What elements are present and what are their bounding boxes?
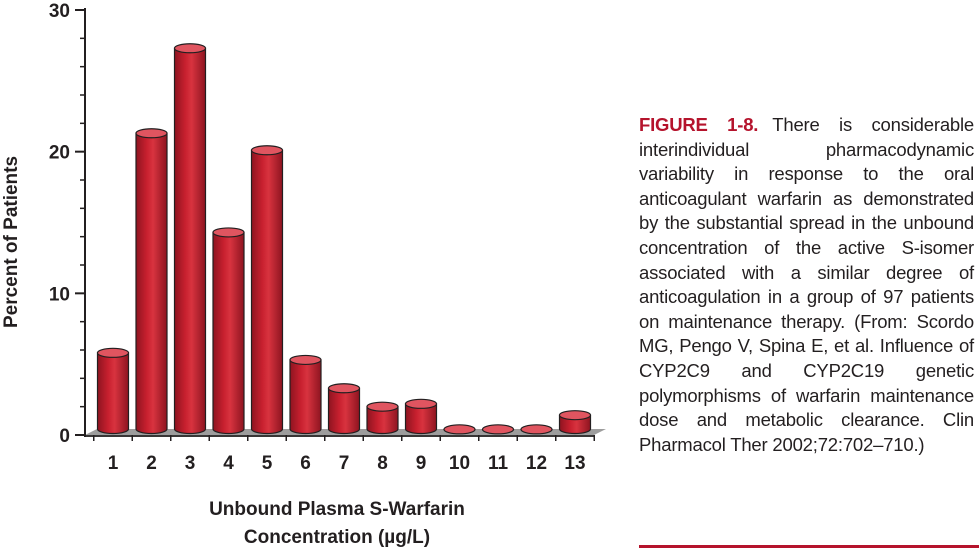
bar-top [520, 424, 553, 435]
caption-text: There is considerable interindividual ph… [639, 114, 974, 455]
y-tick-label: 0 [59, 426, 70, 447]
bar-body [558, 414, 592, 435]
bar-top [96, 347, 130, 358]
figure-caption: FIGURE 1-8. There is considerable interin… [639, 113, 974, 457]
bar-top [443, 424, 476, 435]
bar-body [135, 132, 168, 435]
bar-body [327, 387, 361, 435]
bar-4 [212, 227, 245, 435]
bars [96, 43, 592, 435]
bar-body [173, 47, 207, 435]
bar-top [366, 401, 399, 412]
bar-12 [520, 424, 553, 435]
x-tick-label-10: 10 [449, 453, 470, 474]
x-tick-label-12: 12 [526, 453, 547, 474]
bar-top [327, 383, 361, 394]
x-axis-label-line2: Concentration (µg/L) [244, 527, 430, 548]
x-tick-label-4: 4 [223, 453, 234, 474]
bar-1 [96, 347, 130, 435]
x-tick-label-3: 3 [185, 453, 196, 474]
x-tick-label-9: 9 [416, 453, 427, 474]
x-tick-label-5: 5 [262, 453, 273, 474]
y-tick-label: 30 [49, 1, 70, 22]
y-tick-label: 20 [49, 143, 70, 164]
bar-body [96, 352, 130, 435]
bar-top [250, 145, 284, 156]
bar-top [173, 43, 207, 54]
bar-2 [135, 128, 168, 435]
bar-top [558, 410, 592, 421]
x-tick-label-8: 8 [377, 453, 388, 474]
y-axis-label: Percent of Patients [1, 156, 22, 328]
x-tick-label-6: 6 [300, 453, 311, 474]
bar-top [212, 227, 245, 238]
bar-top [135, 128, 168, 139]
bar-9 [404, 398, 438, 435]
bar-top [289, 354, 322, 366]
x-axis-label-line1: Unbound Plasma S-Warfarin [209, 499, 465, 520]
y-tick-label: 10 [49, 284, 70, 305]
bar-13 [558, 410, 592, 435]
caption-rule [639, 545, 979, 548]
bar-body [289, 359, 322, 435]
x-tick-label-2: 2 [146, 453, 157, 474]
x-tick-label-7: 7 [339, 453, 350, 474]
bar-6 [289, 354, 322, 435]
bar-11 [481, 424, 515, 435]
bar-3 [173, 43, 207, 435]
bar-10 [443, 424, 476, 435]
x-tick-label-11: 11 [488, 453, 509, 474]
bar-5 [250, 145, 284, 435]
bar-body [250, 149, 284, 435]
figure-label: FIGURE 1-8. [639, 114, 759, 135]
bar-body [212, 231, 245, 435]
bar-top [404, 398, 438, 409]
x-tick-label-13: 13 [564, 453, 585, 474]
bar-8 [366, 401, 399, 435]
bar-top [481, 424, 515, 435]
bar-7 [327, 383, 361, 435]
bar-body [404, 403, 438, 435]
x-tick-label-1: 1 [108, 453, 119, 474]
bar-body [366, 406, 399, 435]
